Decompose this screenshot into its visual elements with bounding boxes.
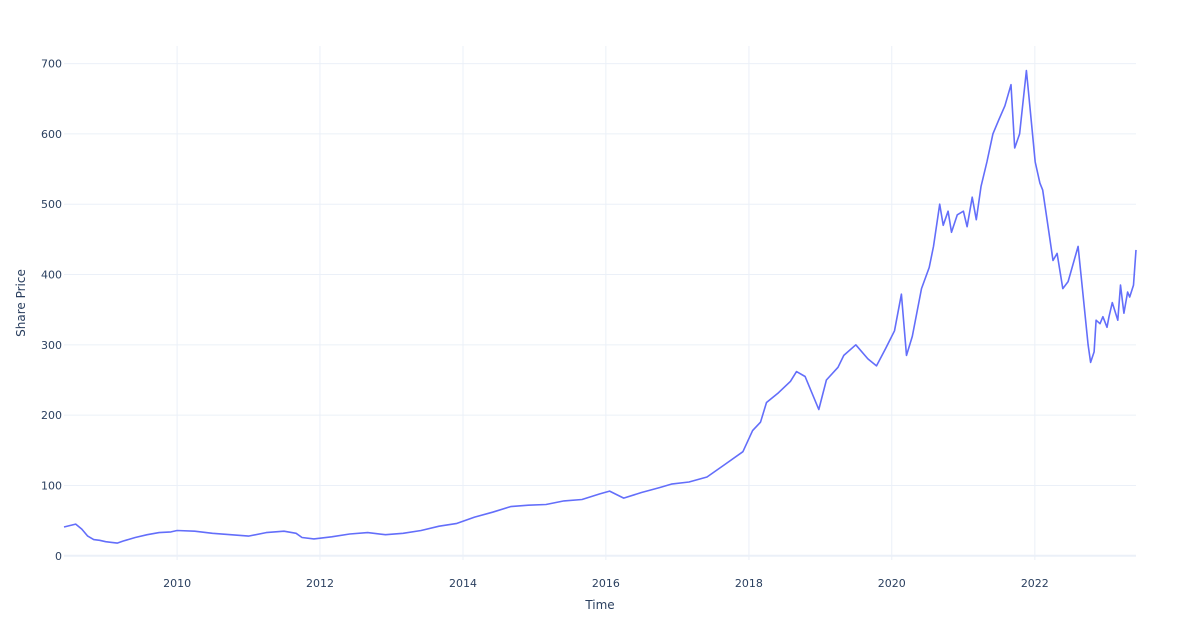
share-price-line <box>63 69 1137 544</box>
y-gridlines <box>64 63 1136 557</box>
y-tick-label: 300 <box>41 339 62 352</box>
x-tick-label: 2016 <box>592 577 620 590</box>
y-tick-label: 500 <box>41 198 62 211</box>
x-axis-tick-labels: 2010 2012 2014 2016 2018 2020 2022 <box>163 577 1049 590</box>
y-axis-title: Share Price <box>14 269 28 337</box>
y-tick-label: 200 <box>41 409 62 422</box>
x-tick-label: 2010 <box>163 577 191 590</box>
y-tick-label: 400 <box>41 269 62 282</box>
y-tick-label: 100 <box>41 479 62 492</box>
y-tick-label: 600 <box>41 128 62 141</box>
x-tick-label: 2012 <box>306 577 334 590</box>
x-tick-label: 2022 <box>1021 577 1049 590</box>
y-axis-tick-labels: 0 100 200 300 400 500 600 700 <box>41 58 62 563</box>
x-axis-title: Time <box>584 598 614 612</box>
y-tick-label: 700 <box>41 58 62 71</box>
x-tick-label: 2020 <box>878 577 906 590</box>
y-tick-label: 0 <box>55 550 62 563</box>
x-tick-label: 2014 <box>449 577 477 590</box>
x-gridlines <box>176 46 1036 560</box>
x-tick-label: 2018 <box>735 577 763 590</box>
plot-background <box>64 46 1136 560</box>
